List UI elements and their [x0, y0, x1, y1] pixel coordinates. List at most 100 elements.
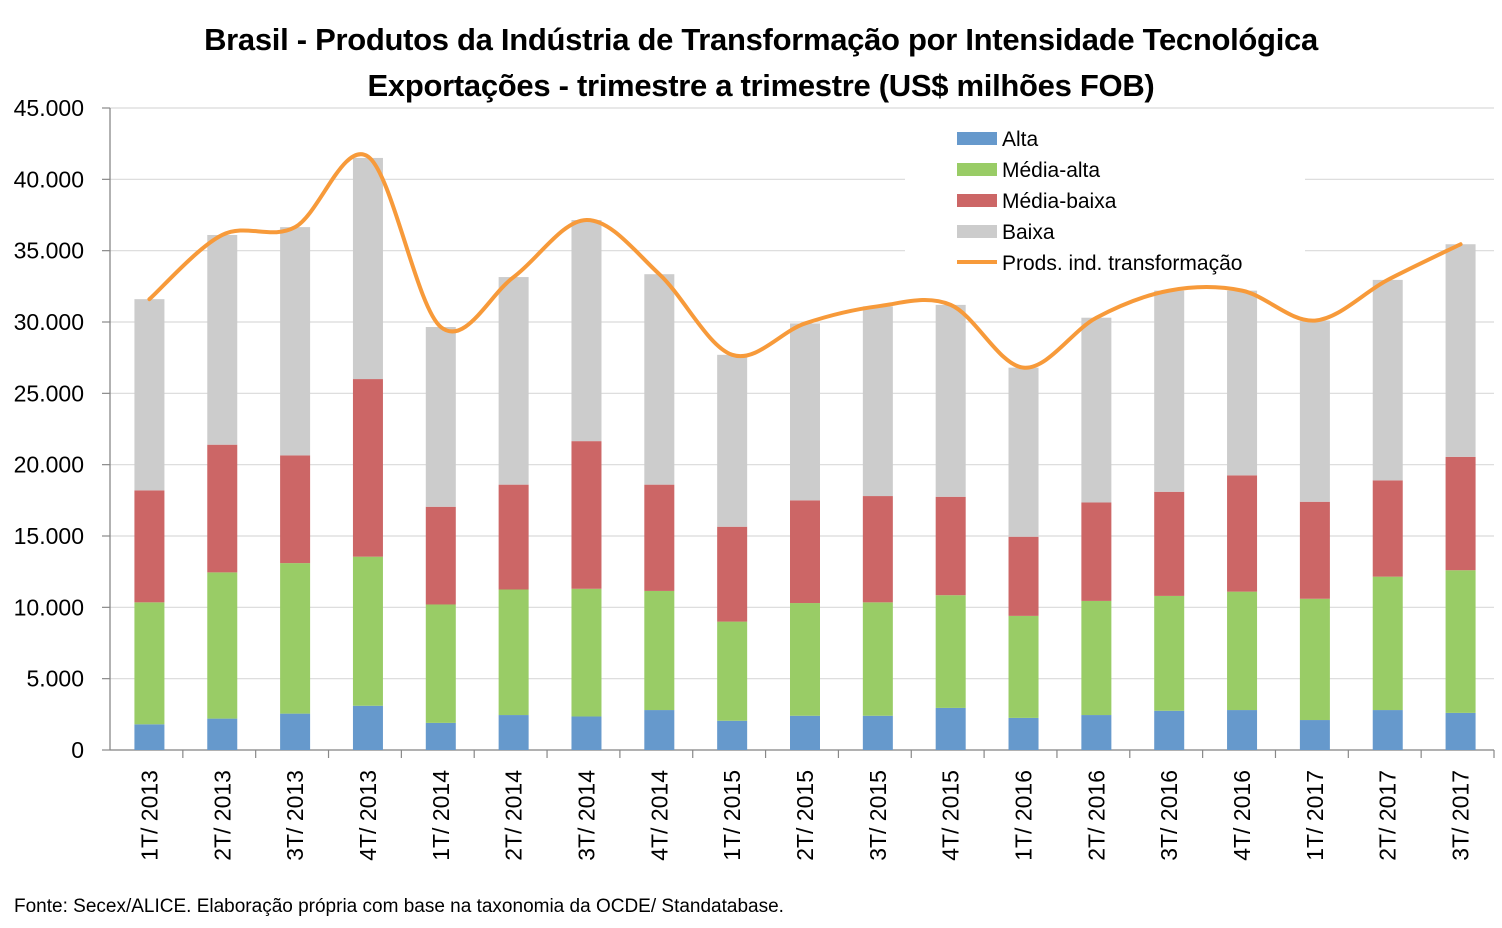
bar-m-dia-alta: [644, 590, 675, 711]
bar-m-dia-baixa: [1445, 456, 1476, 571]
source-note: Fonte: Secex/ALICE. Elaboração própria c…: [14, 896, 784, 917]
bar-m-dia-alta: [1008, 615, 1039, 718]
line-point: [513, 276, 515, 278]
bar-m-dia-baixa: [1008, 536, 1039, 616]
y-tick-label: 5.000: [26, 666, 84, 692]
bar-baixa: [935, 304, 966, 497]
x-tick-label: 4T/ 2013: [355, 770, 381, 861]
bar-baixa: [352, 157, 383, 380]
x-tick-label: 4T/ 2014: [646, 770, 672, 861]
bar-baixa: [790, 323, 820, 501]
bar-alta: [498, 715, 529, 750]
bar-m-dia-alta: [1227, 591, 1258, 711]
bar-m-dia-baixa: [790, 500, 820, 604]
line-point: [1387, 279, 1389, 281]
bar-alta: [134, 724, 165, 750]
bar-m-dia-baixa: [498, 484, 529, 590]
line-point: [294, 226, 296, 228]
bar-m-dia-alta: [425, 604, 456, 723]
bar-m-dia-alta: [280, 563, 311, 714]
bar-m-dia-baixa: [1372, 480, 1403, 577]
bar-m-dia-baixa: [862, 496, 893, 603]
bar-baixa: [1227, 290, 1258, 476]
y-tick-label: 40.000: [14, 166, 84, 192]
bar-baixa: [134, 299, 165, 491]
bar-alta: [717, 720, 748, 750]
bar-m-dia-baixa: [1081, 502, 1112, 601]
x-tick-label: 2T/ 2017: [1375, 770, 1401, 861]
line-point: [1241, 290, 1243, 292]
x-tick-label: 1T/ 2017: [1302, 770, 1328, 861]
bar-alta: [425, 722, 456, 750]
line-point: [1460, 243, 1462, 245]
line-point: [148, 298, 150, 300]
bar-m-dia-baixa: [717, 526, 748, 622]
bar-alta: [1081, 715, 1112, 750]
bar-alta: [280, 713, 311, 750]
legend-label: Prods. ind. transformação: [1002, 252, 1242, 275]
bar-m-dia-alta: [1154, 595, 1185, 711]
line-point: [1314, 320, 1316, 322]
legend-label: Média-alta: [1002, 159, 1100, 182]
y-tick-label: 35.000: [14, 238, 84, 264]
bar-baixa: [1299, 320, 1330, 502]
bar-m-dia-alta: [1081, 600, 1112, 716]
y-tick-label: 20.000: [14, 452, 84, 478]
bar-m-dia-alta: [134, 602, 165, 725]
bar-baixa: [280, 227, 311, 456]
bar-alta: [352, 705, 383, 750]
bar-alta: [1445, 712, 1476, 750]
bar-baixa: [1081, 317, 1112, 503]
chart-subtitle: Exportações - trimestre a trimestre (US$…: [367, 68, 1155, 103]
bar-baixa: [498, 277, 529, 485]
legend-label: Média-baixa: [1002, 190, 1117, 213]
bar-alta: [862, 715, 893, 750]
y-tick-label: 15.000: [14, 523, 84, 549]
bar-m-dia-alta: [498, 589, 529, 716]
x-tick-label: 1T/ 2015: [719, 770, 745, 861]
line-point: [804, 322, 806, 324]
bar-baixa: [425, 326, 456, 507]
line-point: [1023, 367, 1025, 369]
line-point: [731, 354, 733, 356]
line-point: [658, 273, 660, 275]
bar-baixa: [1154, 290, 1185, 492]
bar-m-dia-baixa: [280, 455, 311, 564]
bar-alta: [207, 718, 238, 750]
bar-m-dia-alta: [717, 621, 748, 721]
line-point: [440, 326, 442, 328]
legend-swatch: [957, 194, 997, 207]
x-tick-label: 2T/ 2014: [501, 770, 527, 861]
legend-swatch: [957, 132, 997, 145]
bar-m-dia-baixa: [352, 379, 383, 557]
x-tick-label: 3T/ 2013: [282, 770, 308, 861]
bar-alta: [1008, 717, 1039, 750]
legend-label: Alta: [1002, 128, 1039, 151]
bar-baixa: [862, 306, 893, 497]
y-tick-label: 45.000: [14, 95, 84, 121]
x-tick-label: 1T/ 2014: [428, 770, 454, 861]
x-tick-label: 2T/ 2015: [792, 770, 818, 861]
bar-baixa: [1008, 367, 1039, 537]
bar-baixa: [644, 274, 675, 485]
line-point: [877, 305, 879, 307]
x-tick-label: 3T/ 2017: [1448, 770, 1474, 861]
bar-m-dia-baixa: [1299, 501, 1330, 599]
bar-m-dia-baixa: [644, 484, 675, 591]
line-point: [367, 156, 369, 158]
bar-m-dia-alta: [352, 556, 383, 706]
bar-alta: [790, 715, 820, 750]
legend-label: Baixa: [1002, 221, 1055, 244]
x-tick-label: 3T/ 2016: [1156, 770, 1182, 861]
bar-alta: [571, 716, 602, 750]
line-point: [1095, 317, 1097, 319]
x-tick-label: 2T/ 2013: [209, 770, 235, 861]
bar-m-dia-baixa: [425, 506, 456, 605]
y-tick-label: 25.000: [14, 380, 84, 406]
x-tick-label: 1T/ 2013: [136, 770, 162, 861]
bar-alta: [1154, 710, 1185, 750]
bar-baixa: [1445, 244, 1476, 457]
bar-baixa: [1372, 279, 1403, 481]
bar-m-dia-alta: [862, 602, 893, 716]
